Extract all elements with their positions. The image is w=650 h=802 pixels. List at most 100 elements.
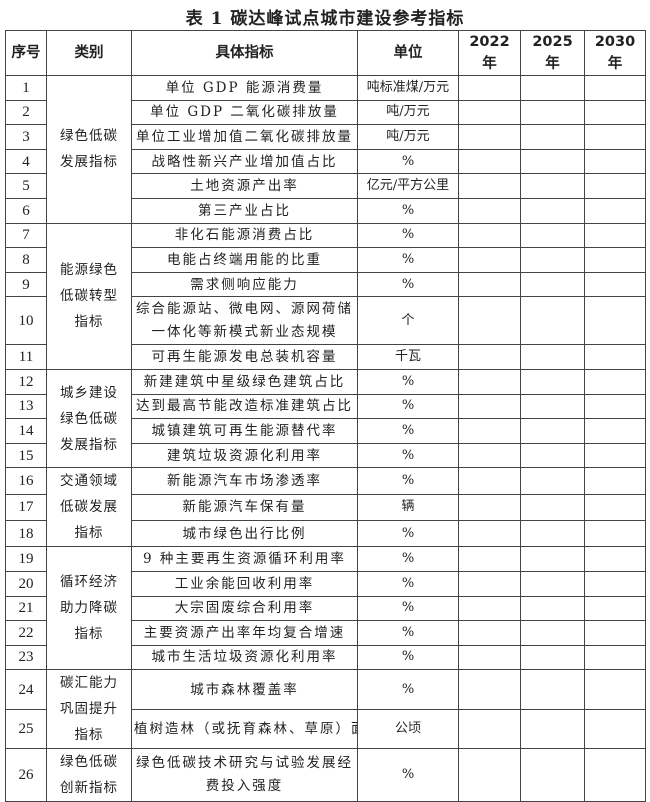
value-cell-2025 [520,644,585,671]
indicator-cell: 非化石能源消费占比 [131,222,358,249]
indicator-cell: 综合能源站、微电网、源网荷储一体化等新模式新业态规模 [131,296,358,346]
indicator-cell: 城镇建筑可再生能源替代率 [131,418,358,444]
table-row: 18 城市绿色出行比例% [5,519,646,548]
table-row: 5 土地资源产出率 亿元/平方公里 [5,173,646,199]
value-cell-2022 [458,570,521,597]
table-row: 7 能源绿色低碳转型指标 非化石能源消费占比% [5,222,646,370]
value-cell-2022 [458,296,521,346]
header-category: 类别 [46,30,132,76]
value-cell-2025 [520,418,585,444]
row-index: 15 [5,442,47,469]
row-index: 19 [5,546,47,572]
table-row: 2 单位 GDP 二氧化碳排放量 吨/万元 [5,99,646,126]
unit-cell: % [357,620,459,646]
row-index: 7 [5,222,47,249]
table-row: 15 建筑垃圾资源化利用率% [5,442,646,469]
value-cell-2025 [520,570,585,597]
unit-cell: 个 [357,296,459,346]
value-cell-2030 [584,546,646,572]
indicator-table: 序号 类别 具体指标 单位 2022 年 2025 年 2030 年 1 绿色低碳… [5,30,646,802]
value-cell-2022 [458,222,521,249]
value-cell-2022 [458,99,521,126]
row-index: 25 [5,708,47,750]
row-index: 12 [5,368,47,395]
value-cell-2022 [458,418,521,444]
value-cell-2022 [458,546,521,572]
value-cell-2030 [584,669,646,710]
value-cell-2025 [520,493,585,521]
value-cell-2030 [584,519,646,548]
value-cell-2030 [584,173,646,199]
indicator-cell: 绿色低碳技术研究与试验发展经费投入强度 [131,748,358,802]
indicator-cell: 工业余能回收利用率 [131,570,358,597]
indicator-cell: 单位工业增加值二氧化碳排放量 [131,124,358,150]
category-cell: 绿色低碳创新指标 [46,748,132,802]
row-index: 16 [5,467,47,495]
value-cell-2030 [584,595,646,622]
unit-cell: % [357,148,459,175]
value-cell-2025 [520,669,585,710]
row-index: 4 [5,148,47,175]
row-index: 10 [5,296,47,346]
row-index: 13 [5,393,47,420]
value-cell-2022 [458,644,521,671]
value-cell-2025 [520,222,585,249]
value-cell-2022 [458,708,521,750]
unit-cell: % [357,368,459,395]
value-cell-2025 [520,546,585,572]
value-cell-2030 [584,620,646,646]
value-cell-2022 [458,124,521,150]
unit-cell: % [357,669,459,710]
value-cell-2025 [520,197,585,224]
value-cell-2030 [584,418,646,444]
indicator-cell: 单位 GDP 二氧化碳排放量 [131,99,358,126]
value-cell-2025 [520,296,585,346]
unit-cell: % [357,519,459,548]
indicator-cell: 建筑垃圾资源化利用率 [131,442,358,469]
value-cell-2022 [458,748,521,802]
value-cell-2025 [520,519,585,548]
unit-cell: % [357,247,459,273]
value-cell-2025 [520,173,585,199]
table-row: 22 主要资源产出率年均复合增速% [5,620,646,646]
unit-cell: % [357,570,459,597]
table-row: 1 绿色低碳发展指标 单位 GDP 能源消费量 吨标准煤/万元 [5,75,646,224]
value-cell-2030 [584,75,646,101]
value-cell-2022 [458,368,521,395]
table-row: 25 植树造林（或抚育森林、草原）面积 公顷 [5,708,646,750]
value-cell-2022 [458,173,521,199]
value-cell-2025 [520,748,585,802]
indicator-cell: 达到最高节能改造标准建筑占比 [131,393,358,420]
value-cell-2030 [584,222,646,249]
table-row: 14 城镇建筑可再生能源替代率% [5,418,646,444]
table-row: 12 城乡建设绿色低碳发展指标 新建建筑中星级绿色建筑占比% [5,368,646,469]
unit-cell: % [357,418,459,444]
indicator-cell: 主要资源产出率年均复合增速 [131,620,358,646]
row-index: 3 [5,124,47,150]
indicator-cell: 城市绿色出行比例 [131,519,358,548]
value-cell-2022 [458,271,521,298]
table-row: 3 单位工业增加值二氧化碳排放量 吨/万元 [5,124,646,150]
value-cell-2022 [458,197,521,224]
value-cell-2022 [458,519,521,548]
row-index: 21 [5,595,47,622]
value-cell-2030 [584,368,646,395]
value-cell-2030 [584,99,646,126]
unit-cell: % [357,467,459,495]
indicator-cell: 城市生活垃圾资源化利用率 [131,644,358,671]
indicator-cell: 9 种主要再生资源循环利用率 [131,546,358,572]
value-cell-2022 [458,247,521,273]
header-row: 序号 类别 具体指标 单位 2022 年 2025 年 2030 年 [5,30,646,76]
unit-cell: 辆 [357,493,459,521]
value-cell-2025 [520,124,585,150]
value-cell-2025 [520,467,585,495]
value-cell-2030 [584,708,646,750]
value-cell-2025 [520,368,585,395]
header-year-2030: 2030 年 [584,30,646,76]
row-index: 22 [5,620,47,646]
indicator-cell: 新能源汽车市场渗透率 [131,467,358,495]
row-index: 8 [5,247,47,273]
unit-cell: % [357,271,459,298]
value-cell-2030 [584,644,646,671]
category-cell: 城乡建设绿色低碳发展指标 [46,368,132,469]
